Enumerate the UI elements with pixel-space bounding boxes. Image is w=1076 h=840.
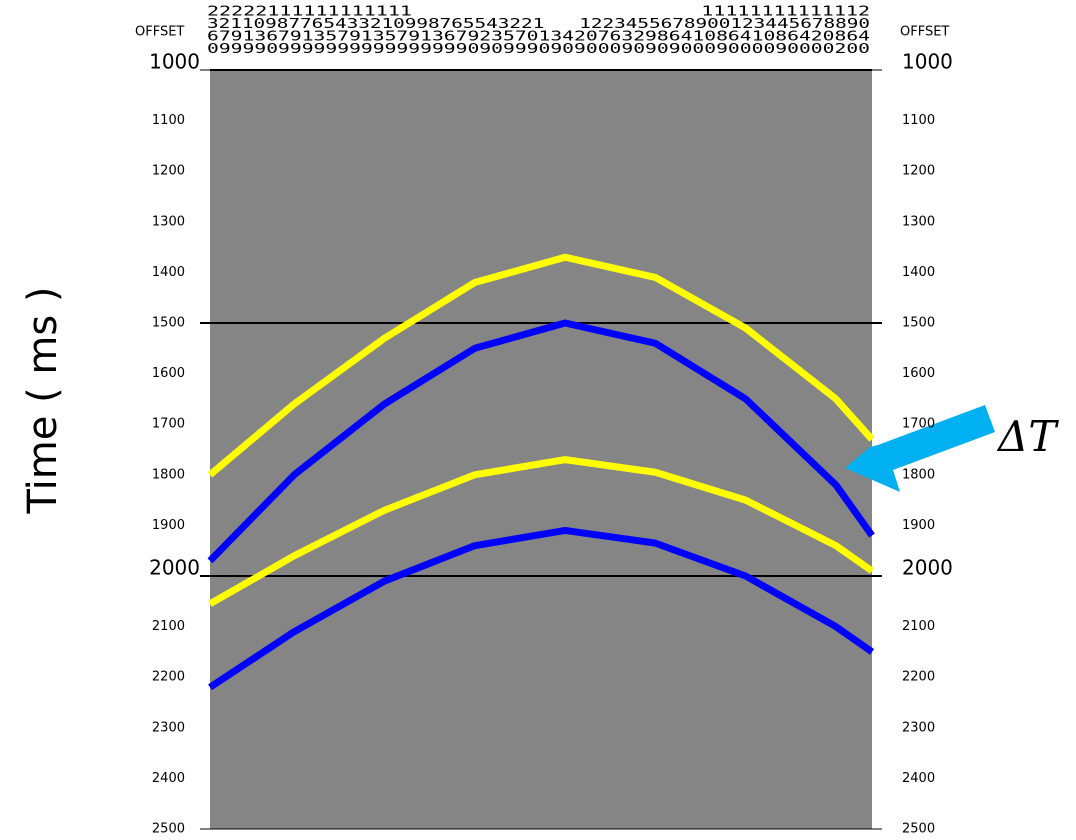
- y-tick-label: 1600: [902, 366, 935, 381]
- offset-label: OFFSET: [900, 25, 949, 40]
- y-tick-label: 1300: [902, 214, 935, 229]
- y-tick-label: 2100: [152, 619, 185, 634]
- y-tick-label: 1800: [152, 467, 185, 482]
- y-tick-label: 1000: [902, 50, 953, 74]
- y-tick-label: 1100: [902, 113, 935, 128]
- y-tick-label: 2100: [902, 619, 935, 634]
- y-tick-label: 1800: [902, 467, 935, 482]
- y-tick-label: 1200: [152, 164, 185, 179]
- y-tick-label: 1600: [152, 366, 185, 381]
- y-tick-label: 2400: [902, 771, 935, 786]
- y-tick-label: 2300: [902, 720, 935, 735]
- y-tick-label: 1200: [902, 164, 935, 179]
- y-tick-label: 1100: [152, 113, 185, 128]
- y-tick-label: 1500: [902, 316, 935, 331]
- y-tick-label: 1400: [152, 265, 185, 280]
- y-tick-label: 1000: [149, 50, 200, 74]
- y-tick-label: 1700: [902, 417, 935, 432]
- y-tick-label: 2200: [902, 670, 935, 685]
- chart: OFFSET OFFSET Time ( ms ) ΔT 22222111111…: [0, 0, 1076, 836]
- y-tick-label: 1900: [902, 518, 935, 533]
- y-tick-label: 2400: [152, 771, 185, 786]
- y-tick-label: 2300: [152, 720, 185, 735]
- y-tick-label: 1300: [152, 214, 185, 229]
- offset-header: 0999909999999999999999090999090900090909…: [207, 42, 870, 57]
- y-tick-label: 1900: [152, 518, 185, 533]
- y-tick-label: 2200: [152, 670, 185, 685]
- y-tick-label: 2500: [902, 822, 935, 837]
- y-tick-label: 1500: [152, 316, 185, 331]
- y-axis-label: Time ( ms ): [20, 286, 66, 514]
- y-tick-label: 2000: [149, 556, 200, 580]
- y-tick-label: 2000: [902, 556, 953, 580]
- annotation: ΔT: [996, 412, 1059, 461]
- offset-label: OFFSET: [135, 25, 184, 40]
- y-tick-label: 1700: [152, 417, 185, 432]
- seismic-panel: [210, 70, 872, 829]
- y-tick-label: 1400: [902, 265, 935, 280]
- y-tick-label: 2500: [152, 822, 185, 837]
